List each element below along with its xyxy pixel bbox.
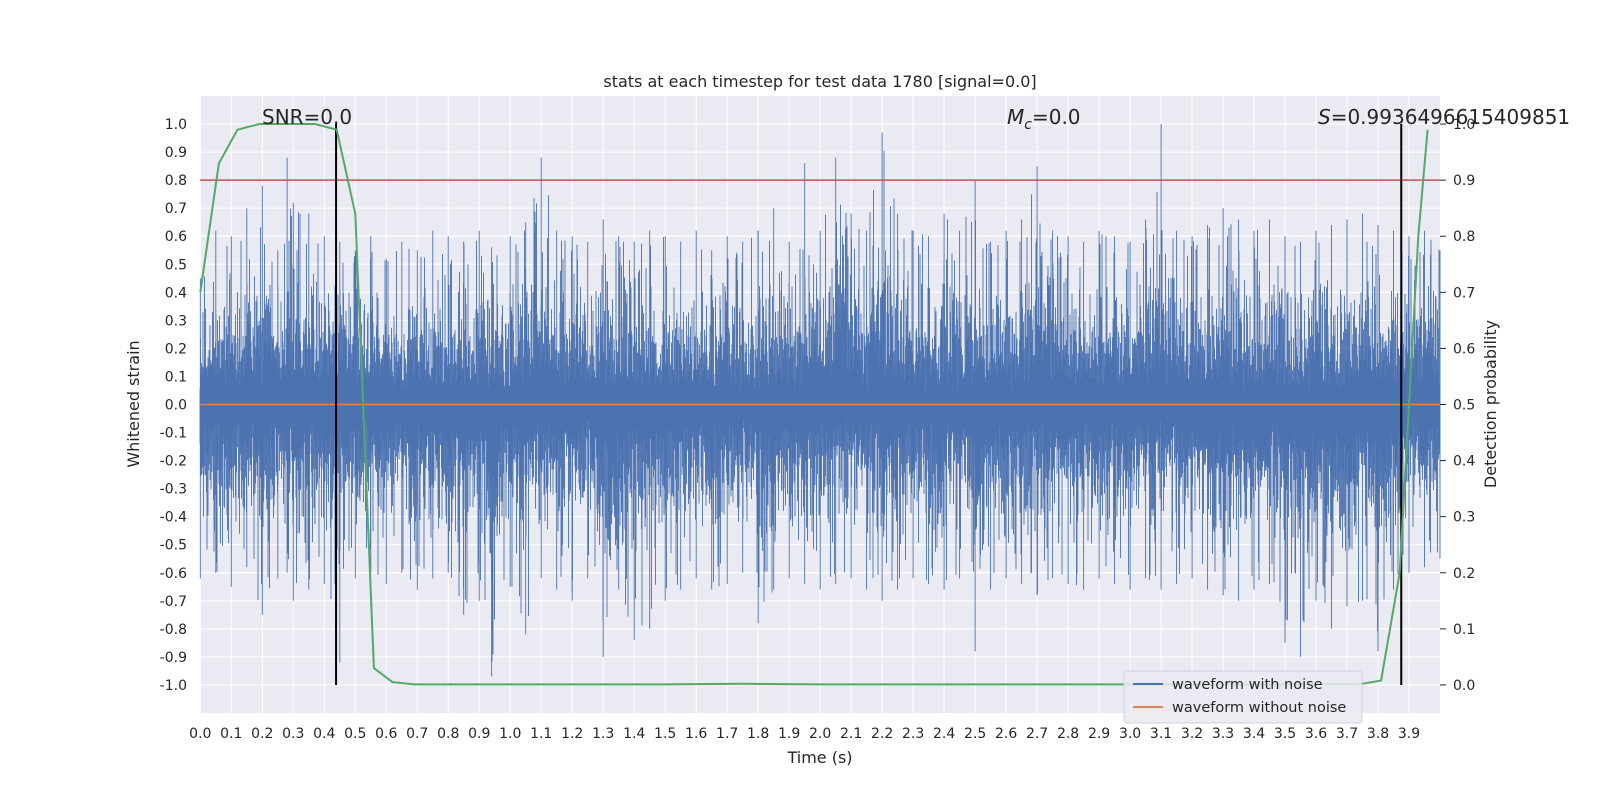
y-tick-label: 0.6: [165, 229, 187, 245]
x-tick-label: 3.7: [1336, 726, 1358, 742]
y-tick-label: 0.7: [165, 201, 187, 217]
y-tick-label: -0.2: [160, 454, 187, 470]
x-tick-label: 2.1: [840, 726, 862, 742]
x-tick-label: 2.5: [964, 726, 986, 742]
score-annotation: S=0.9936496615409851: [1318, 105, 1570, 129]
y-tick-label: -0.6: [160, 566, 187, 582]
x-tick-label: 1.0: [499, 726, 521, 742]
y-tick-label: 0.0: [165, 398, 187, 414]
legend: waveform with noise waveform without noi…: [1123, 670, 1363, 724]
x-tick-label: 0.2: [251, 726, 273, 742]
x-tick-label: 2.7: [1026, 726, 1048, 742]
y-tick-label: -0.8: [160, 622, 187, 638]
x-tick-label: 1.4: [623, 726, 645, 742]
x-tick-label: 2.9: [1088, 726, 1110, 742]
x-tick-label: 1.3: [592, 726, 614, 742]
x-tick-label: 3.0: [1119, 726, 1141, 742]
y-tick-label: -1.0: [160, 678, 187, 694]
y-tick-label: -0.4: [160, 510, 187, 526]
x-tick-label: 1.7: [716, 726, 738, 742]
right-y-tick-label: 0.8: [1453, 229, 1475, 245]
x-tick-label: 3.6: [1305, 726, 1327, 742]
legend-box: [1123, 670, 1363, 724]
noise-series: [199, 124, 1441, 677]
x-tick-label: 1.6: [685, 726, 707, 742]
x-tick-label: 2.6: [995, 726, 1017, 742]
y-axis-label: Whitened strain: [124, 340, 143, 467]
right-y-tick-label: 0.2: [1453, 566, 1475, 582]
chart-title: stats at each timestep for test data 178…: [603, 72, 1036, 91]
snr-annotation: SNR=0.0: [262, 105, 352, 129]
x-tick-label: 0.7: [406, 726, 428, 742]
x-tick-label: 3.9: [1398, 726, 1420, 742]
y-tick-label: 0.4: [165, 285, 187, 301]
x-tick-label: 0.0: [189, 726, 211, 742]
x-tick-label: 3.3: [1212, 726, 1234, 742]
legend-label-clean: waveform without noise: [1172, 700, 1346, 716]
chirp-mass-annotation: Mc=0.0: [1007, 105, 1081, 133]
x-tick-label: 2.8: [1057, 726, 1079, 742]
x-tick-label: 2.2: [871, 726, 893, 742]
right-y-tick-label: 0.4: [1453, 454, 1475, 470]
y-axis-label-right: Detection probability: [1481, 320, 1500, 488]
x-tick-label: 3.2: [1181, 726, 1203, 742]
x-tick-label: 1.5: [654, 726, 676, 742]
x-tick-label: 0.5: [344, 726, 366, 742]
x-tick-label: 3.8: [1367, 726, 1389, 742]
right-y-tick-label: 0.5: [1453, 398, 1475, 414]
right-y-tick-label: 1.0: [1453, 117, 1475, 133]
x-axis-label: Time (s): [786, 748, 852, 767]
x-tick-label: 0.6: [375, 726, 397, 742]
y-tick-label: 0.5: [165, 257, 187, 273]
x-tick-label: 0.4: [313, 726, 335, 742]
y-tick-label: 0.8: [165, 173, 187, 189]
axes: 0.0 0.1 0.2 0.3 0.4 0.5 0.6 0.7 0.8 0.9 1.0 1.1 1.2 1…: [160, 117, 1476, 742]
x-tick-label: 0.8: [437, 726, 459, 742]
score-value: =0.9936496615409851: [1331, 105, 1570, 129]
right-y-tick-label: 0.6: [1453, 341, 1475, 357]
x-tick-label: 3.5: [1274, 726, 1296, 742]
right-y-tick-label: 0.3: [1453, 510, 1475, 526]
y-tick-label: -0.5: [160, 538, 187, 554]
x-tick-label: 0.1: [220, 726, 242, 742]
noise-trace: [199, 124, 1441, 677]
right-y-tick-label: 0.0: [1453, 678, 1475, 694]
y-tick-label: 0.1: [165, 369, 187, 385]
x-tick-label: 2.3: [902, 726, 924, 742]
y-tick-label: 0.3: [165, 313, 187, 329]
y-tick-label: -0.3: [160, 482, 187, 498]
x-tick-label: 1.8: [747, 726, 769, 742]
x-tick-label: 0.9: [468, 726, 490, 742]
y-tick-label: -0.1: [160, 426, 187, 442]
x-tick-label: 1.9: [778, 726, 800, 742]
right-y-tick-label: 0.1: [1453, 622, 1475, 638]
x-tick-label: 3.4: [1243, 726, 1265, 742]
x-tick-label: 3.1: [1150, 726, 1172, 742]
y-tick-label: -0.9: [160, 650, 187, 666]
x-tick-label: 1.2: [561, 726, 583, 742]
chirp-mass-value: =0.0: [1032, 105, 1081, 129]
y-tick-label: 0.9: [165, 145, 187, 161]
y-tick-label: 1.0: [165, 117, 187, 133]
chirp-mass-subscript: c: [1024, 117, 1032, 133]
y-tick-label: -0.7: [160, 594, 187, 610]
chirp-mass-symbol: M: [1007, 105, 1024, 129]
score-symbol: S: [1318, 105, 1331, 129]
right-y-tick-label: 0.7: [1453, 285, 1475, 301]
x-tick-label: 1.1: [530, 726, 552, 742]
x-tick-label: 0.3: [282, 726, 304, 742]
x-tick-label: 2.0: [809, 726, 831, 742]
y-tick-label: 0.2: [165, 341, 187, 357]
x-tick-label: 2.4: [933, 726, 955, 742]
right-y-tick-label: 0.9: [1453, 173, 1475, 189]
legend-label-noise: waveform with noise: [1172, 677, 1323, 693]
